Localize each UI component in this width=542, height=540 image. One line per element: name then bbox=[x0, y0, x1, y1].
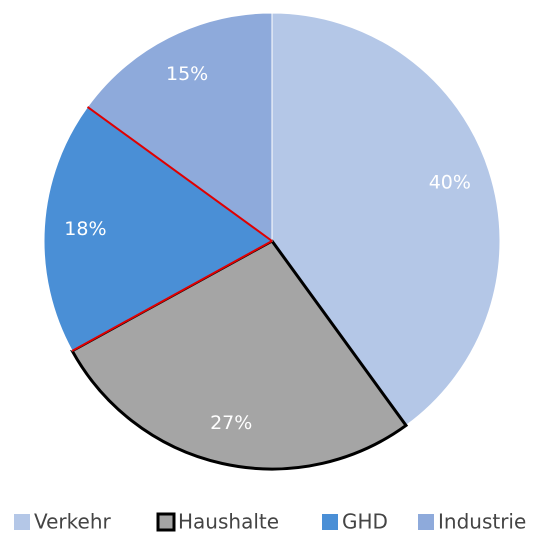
legend-swatch bbox=[156, 512, 176, 532]
legend-swatch bbox=[418, 514, 434, 530]
legend-label: GHD bbox=[342, 510, 388, 534]
legend-label: Verkehr bbox=[34, 510, 112, 534]
pie-slice bbox=[70, 239, 409, 471]
data-label: 27% bbox=[210, 412, 252, 434]
legend-label: Industrie bbox=[438, 510, 526, 534]
data-label: 40% bbox=[429, 172, 471, 194]
data-label: 18% bbox=[64, 218, 106, 240]
slice-separator bbox=[71, 240, 273, 352]
legend-label: Haushalte bbox=[178, 510, 279, 534]
data-label: 15% bbox=[166, 63, 208, 85]
legend-swatch bbox=[322, 514, 338, 530]
pie-slice bbox=[86, 12, 273, 242]
legend-swatch bbox=[14, 514, 30, 530]
slice-separator bbox=[86, 106, 273, 242]
pie-slice bbox=[271, 12, 501, 427]
pie-slice bbox=[43, 106, 273, 352]
